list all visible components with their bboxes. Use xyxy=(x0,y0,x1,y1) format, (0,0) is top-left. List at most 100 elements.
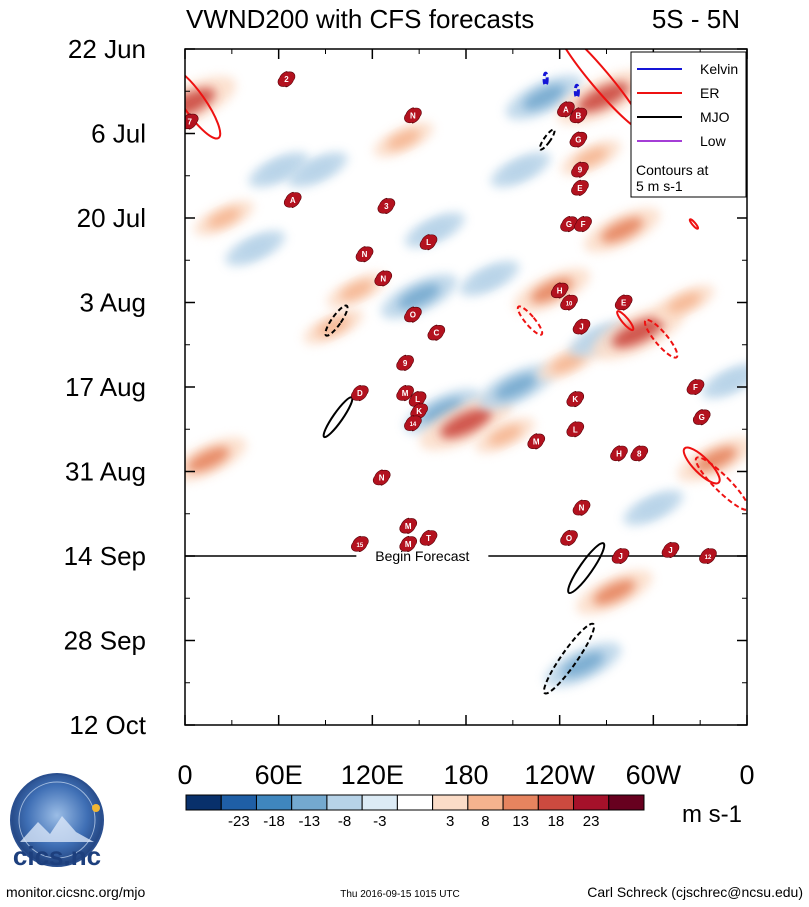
y-tick-label: 31 Aug xyxy=(65,457,146,487)
anomaly-patch-core xyxy=(386,129,421,150)
y-tick-label: 6 Jul xyxy=(91,119,146,149)
storm-eye xyxy=(564,297,574,308)
storm-label: G xyxy=(566,220,572,229)
anomaly-patch-core xyxy=(488,425,522,446)
anomaly-patch-core xyxy=(611,317,664,348)
anomaly-patch xyxy=(419,396,513,451)
storm-eye xyxy=(414,406,424,416)
storm-marker: K xyxy=(566,391,585,408)
storm-label: G xyxy=(699,413,705,422)
storm-marker: O xyxy=(560,529,578,546)
mjo-contour xyxy=(542,622,596,695)
chart-region: 5S - 5N xyxy=(652,4,740,34)
er-contour xyxy=(688,218,699,230)
storm-eye xyxy=(575,183,585,193)
kelvin-contour xyxy=(542,71,549,87)
storm-label: L xyxy=(426,238,431,247)
mjo-contour xyxy=(324,304,349,337)
colorbar-units: m s-1 xyxy=(682,801,742,828)
storm-marker: L xyxy=(566,421,585,438)
anomaly-patch xyxy=(248,152,309,188)
storm-eye xyxy=(431,328,441,338)
colorbar-swatch xyxy=(573,794,610,811)
logo-mountain-icon xyxy=(20,816,94,842)
storm-eye xyxy=(665,545,676,555)
storm-eye xyxy=(573,110,584,120)
logo-text: cics.nc xyxy=(13,841,101,871)
anomaly-patch xyxy=(584,207,661,253)
storm-marker: T xyxy=(419,529,438,546)
x-tick-label: 120E xyxy=(341,760,404,790)
legend-label-low: Low xyxy=(700,133,727,149)
storm-marker: E xyxy=(614,294,633,311)
storm-label: 9 xyxy=(403,359,408,368)
storm-marker: 9 xyxy=(571,161,589,178)
colorbar-swatch xyxy=(291,794,328,811)
anomaly-patch-core xyxy=(421,398,464,424)
mjo-contour xyxy=(538,128,556,151)
storm-label: M xyxy=(402,389,409,398)
anomaly-patch xyxy=(404,212,465,248)
legend-label-er: ER xyxy=(700,85,719,101)
storm-eye xyxy=(381,201,391,211)
anomaly-patch-core xyxy=(667,292,702,313)
storm-eye xyxy=(423,533,434,543)
x-tick-label: 60W xyxy=(626,760,682,790)
storm-marker: J xyxy=(661,541,680,559)
storm-label: 14 xyxy=(410,422,417,428)
er-contour xyxy=(616,310,635,332)
storm-eye xyxy=(413,394,423,404)
colorbar-label: 8 xyxy=(481,813,489,830)
legend-box xyxy=(630,51,747,198)
storm-label: A xyxy=(563,105,569,114)
y-tick-label: 14 Sep xyxy=(64,541,146,571)
colorbar-swatch xyxy=(185,794,222,811)
storm-marker: 10 xyxy=(560,294,578,311)
legend-note-line1: Contours at xyxy=(636,162,708,178)
colorbar-label: -13 xyxy=(298,813,320,830)
storm-label: L xyxy=(573,425,578,434)
storm-eye xyxy=(697,412,707,422)
anomaly-patch-core xyxy=(418,220,452,240)
storm-marker: J xyxy=(611,547,630,565)
storm-eye xyxy=(634,448,644,458)
wind-anomaly-field xyxy=(185,70,747,688)
storm-label: H xyxy=(616,449,622,458)
storm-eye xyxy=(408,309,418,320)
storm-label: 8 xyxy=(637,449,642,458)
storm-marker: A xyxy=(283,191,302,208)
anomaly-patch-core xyxy=(472,268,506,289)
storm-eye xyxy=(614,448,624,458)
storm-eye xyxy=(403,539,413,549)
colorbar-label: 3 xyxy=(446,813,454,830)
storm-label: A xyxy=(290,196,296,205)
anomaly-patch-core xyxy=(504,159,538,180)
storm-eye xyxy=(561,104,571,114)
storm-marker: N xyxy=(404,107,422,124)
storm-eye xyxy=(423,237,434,247)
storm-marker: 15 xyxy=(351,535,369,552)
anomaly-patch xyxy=(459,260,520,296)
storm-eye xyxy=(576,503,587,513)
anomaly-patch-core xyxy=(398,284,441,309)
storm-label: E xyxy=(621,299,627,308)
storm-marker: N xyxy=(372,469,391,486)
storm-label: O xyxy=(410,311,416,320)
storm-eye xyxy=(573,134,584,145)
anomaly-patch xyxy=(490,152,551,188)
footer-url: monitor.cicsnc.org/mjo xyxy=(6,884,145,900)
storm-label: B xyxy=(576,111,582,120)
storm-eye xyxy=(570,394,580,404)
y-tick-label: 22 Jun xyxy=(68,34,146,64)
storm-label: J xyxy=(668,546,672,555)
anomaly-patch xyxy=(477,364,555,410)
storm-eye xyxy=(690,382,701,392)
storm-label: O xyxy=(566,534,572,543)
anomaly-patch xyxy=(505,74,583,120)
storm-marker: E xyxy=(571,179,589,196)
legend-note-line2: 5 m s-1 xyxy=(636,178,683,194)
storm-eye xyxy=(576,322,587,332)
storm-label: 7 xyxy=(187,117,192,126)
y-tick-label: 3 Aug xyxy=(79,288,146,318)
anomaly-patch-core xyxy=(522,84,566,110)
